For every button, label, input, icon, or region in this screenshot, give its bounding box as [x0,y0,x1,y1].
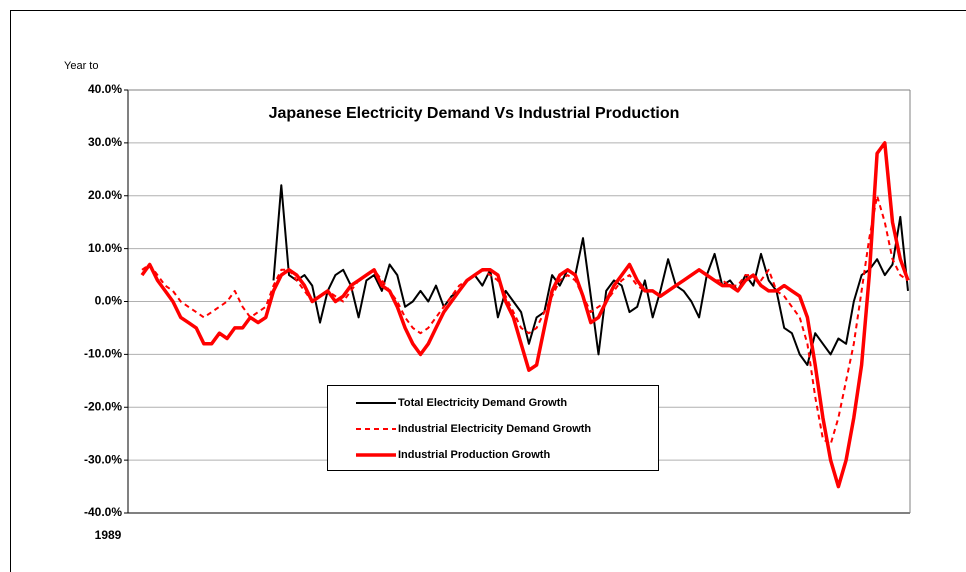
y-tick-label: 40.0% [88,82,122,96]
legend: Total Electricity Demand Growth Industria… [327,385,659,471]
series-line [272,184,909,366]
series-line [140,141,910,489]
plot-lines [140,141,910,489]
y-tick-label: 10.0% [88,241,122,255]
chart-frame [10,10,966,572]
y-tick-label: 0.0% [95,294,123,308]
y-tick-label: -20.0% [84,399,122,413]
y-tick-label: -10.0% [84,347,122,361]
y-tick-label: -40.0% [84,505,122,519]
y-tick-label: 20.0% [88,188,122,202]
y-tick-label: -30.0% [84,452,122,466]
grid: -40.0% -30.0% -20.0% -10.0% 0.0% 10.0% 20.0% 30… [84,82,911,542]
y-axis-label: Year to [64,60,98,72]
chart-title: Japanese Electricity Demand Vs Industria… [269,105,680,122]
y-tick-label: 30.0% [88,135,122,149]
x-tick-label: 1989 [95,528,122,542]
legend-label: Total Electricity Demand Growth [398,397,567,409]
legend-label: Industrial Electricity Demand Growth [398,423,591,435]
series-line [141,194,909,446]
legend-label: Industrial Production Growth [398,449,550,461]
